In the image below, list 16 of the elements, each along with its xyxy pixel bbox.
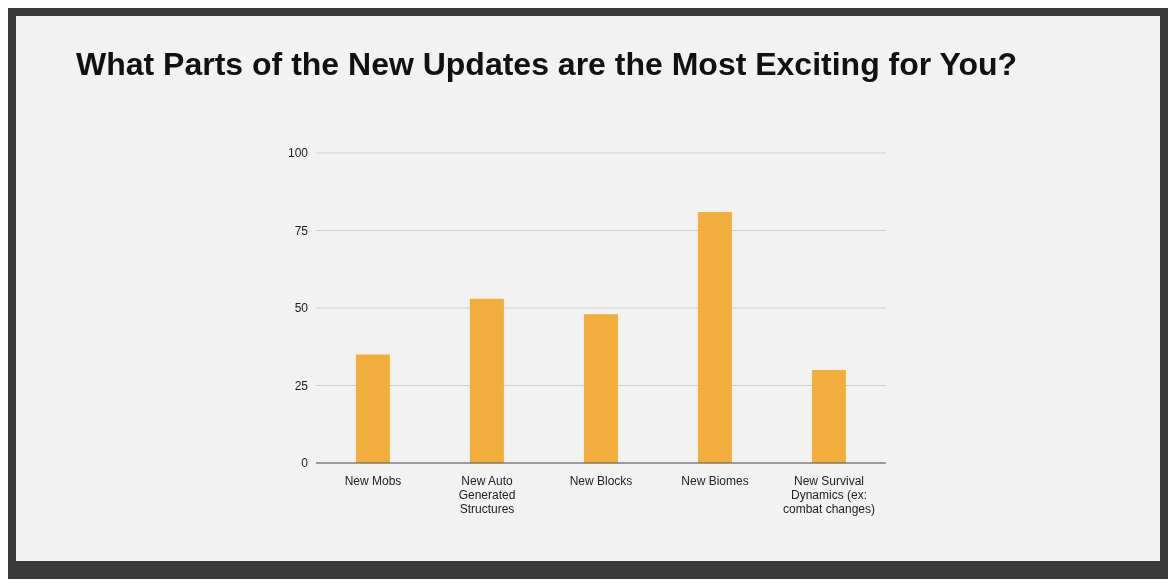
x-tick-label: New Biomes — [681, 474, 749, 488]
bar — [811, 370, 846, 463]
x-tick-label: New Mobs — [344, 474, 402, 488]
y-tick-label: 50 — [294, 301, 309, 316]
bar — [355, 354, 390, 463]
y-tick-label: 75 — [294, 223, 309, 238]
x-tick-label: New Survival Dynamics (ex: combat changes) — [782, 474, 876, 516]
chart-title: What Parts of the New Updates are the Most Exciting for You? — [75, 46, 1019, 83]
x-tick-label: New Blocks — [569, 474, 633, 488]
bar — [583, 314, 618, 463]
x-tick-label: New Auto Generated Structures — [458, 474, 516, 516]
bar — [469, 298, 504, 463]
y-tick-label: 0 — [301, 456, 309, 471]
y-tick-label: 100 — [287, 146, 309, 161]
bar — [697, 211, 732, 463]
y-tick-label: 25 — [294, 378, 309, 393]
